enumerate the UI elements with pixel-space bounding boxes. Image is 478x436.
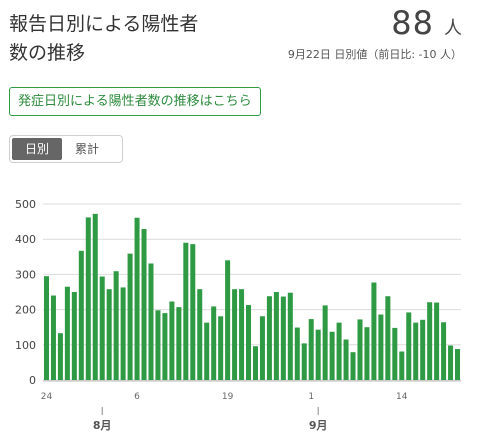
bar[interactable] <box>246 305 252 380</box>
bar[interactable] <box>106 289 112 380</box>
y-tick-label: 400 <box>15 233 36 246</box>
bar[interactable] <box>232 289 238 380</box>
bar[interactable] <box>392 327 398 380</box>
date-change-note: 9月22日 日別値（前日比: -10 人） <box>287 48 462 61</box>
bar[interactable] <box>78 250 84 380</box>
bar[interactable] <box>225 260 231 380</box>
bar[interactable] <box>294 327 300 380</box>
bar[interactable] <box>399 351 405 380</box>
bar[interactable] <box>343 339 349 380</box>
bar[interactable] <box>155 310 161 380</box>
bar[interactable] <box>308 319 314 380</box>
bar[interactable] <box>371 282 377 380</box>
bar[interactable] <box>385 296 391 380</box>
y-tick-label: 100 <box>15 339 36 352</box>
bar[interactable] <box>141 228 147 380</box>
bar[interactable] <box>43 276 49 380</box>
y-tick-label: 300 <box>15 268 36 281</box>
bar[interactable] <box>197 289 203 380</box>
bar[interactable] <box>301 343 307 380</box>
bar[interactable] <box>266 296 272 380</box>
y-tick-label: 0 <box>29 374 36 387</box>
bar[interactable] <box>427 302 433 380</box>
bar[interactable] <box>71 292 77 380</box>
bar[interactable] <box>218 316 224 380</box>
bar[interactable] <box>211 306 217 380</box>
x-tick-label: 14 <box>396 392 408 402</box>
x-tick-label: 6 <box>134 392 140 402</box>
bar[interactable] <box>183 242 189 380</box>
x-tick-label: 24 <box>41 392 53 402</box>
bar[interactable] <box>64 286 70 380</box>
bar[interactable] <box>92 213 98 380</box>
bar[interactable] <box>99 276 105 380</box>
bar[interactable] <box>455 349 461 380</box>
toggle-daily[interactable]: 日別 <box>12 138 63 160</box>
bar[interactable] <box>127 253 133 380</box>
bar[interactable] <box>315 329 321 380</box>
x-tick-label: 19 <box>222 392 234 402</box>
bar[interactable] <box>357 319 363 380</box>
month-label: 8月 <box>93 419 112 432</box>
bar[interactable] <box>273 292 279 380</box>
daily-cumulative-toggle: 日別 累計 <box>9 135 123 163</box>
x-tick-label: 1 <box>308 392 314 402</box>
bar[interactable] <box>176 307 182 380</box>
month-label: 9月 <box>309 419 328 432</box>
bar[interactable] <box>259 316 265 380</box>
bar[interactable] <box>406 312 412 380</box>
bar[interactable] <box>364 327 370 380</box>
bar[interactable] <box>350 352 356 380</box>
bar[interactable] <box>148 263 154 380</box>
toggle-cumulative[interactable]: 累計 <box>75 142 100 156</box>
bar[interactable] <box>190 244 196 380</box>
bar[interactable] <box>50 295 56 380</box>
daily-count-unit: 人 <box>444 18 462 39</box>
bar[interactable] <box>252 346 258 380</box>
bar[interactable] <box>239 289 245 380</box>
y-tick-label: 200 <box>15 304 36 317</box>
bar[interactable] <box>434 302 440 380</box>
y-tick-label: 500 <box>15 198 36 211</box>
bar[interactable] <box>169 301 175 380</box>
bar[interactable] <box>280 296 286 380</box>
daily-count-value: 88 <box>391 4 434 42</box>
bar[interactable] <box>448 345 454 380</box>
bar[interactable] <box>204 322 210 380</box>
bar[interactable] <box>57 333 63 380</box>
page-title: 報告日別による陽性者 数の推移 <box>9 13 199 64</box>
daily-count: 88 人 <box>391 4 462 42</box>
bar[interactable] <box>134 217 140 380</box>
bar[interactable] <box>336 322 342 380</box>
bar[interactable] <box>322 305 328 380</box>
bar[interactable] <box>413 322 419 380</box>
bar[interactable] <box>441 322 447 380</box>
bar[interactable] <box>378 314 384 380</box>
bar[interactable] <box>420 319 426 380</box>
bar[interactable] <box>329 331 335 380</box>
bar[interactable] <box>120 287 126 380</box>
bar[interactable] <box>287 292 293 380</box>
bar[interactable] <box>85 217 91 380</box>
bar[interactable] <box>113 271 119 380</box>
onset-date-link-button[interactable]: 発症日別による陽性者数の推移はこちら <box>9 87 261 116</box>
bar[interactable] <box>162 313 168 380</box>
